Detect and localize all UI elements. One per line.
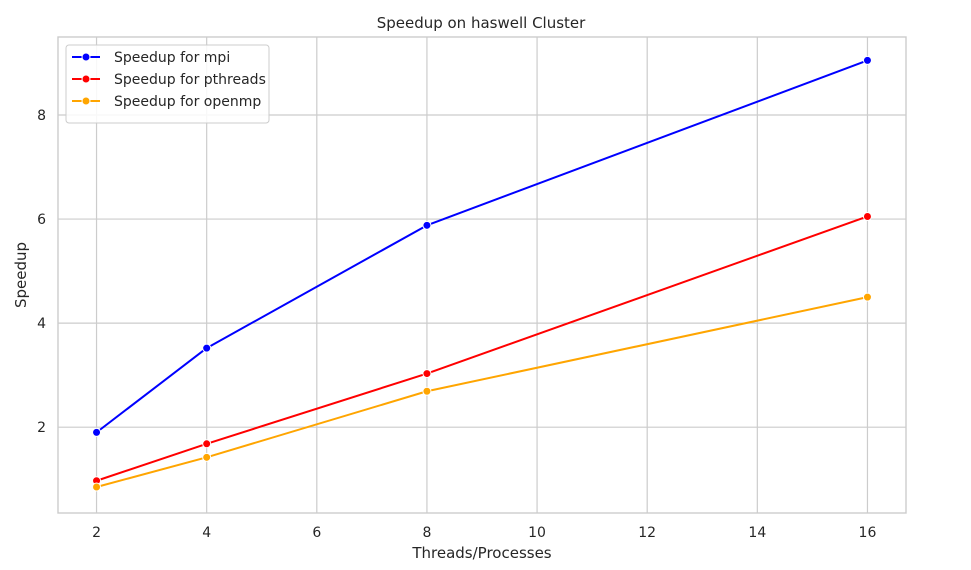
data-point bbox=[202, 343, 212, 353]
y-tick-label: 4 bbox=[37, 316, 46, 332]
data-point bbox=[202, 439, 212, 449]
y-tick-label: 6 bbox=[37, 212, 46, 228]
legend-entry: Speedup for openmp bbox=[72, 94, 261, 110]
legend-marker bbox=[81, 52, 91, 62]
x-tick-label: 6 bbox=[312, 525, 321, 541]
data-point bbox=[862, 55, 872, 65]
legend-entry: Speedup for mpi bbox=[72, 50, 230, 66]
data-point bbox=[92, 482, 102, 492]
series-0 bbox=[92, 55, 872, 437]
data-point bbox=[202, 452, 212, 462]
legend-label: Speedup for pthreads bbox=[114, 72, 266, 88]
legend-label: Speedup for mpi bbox=[114, 50, 230, 66]
x-tick-label: 14 bbox=[748, 525, 766, 541]
series-2 bbox=[92, 292, 872, 492]
data-point bbox=[862, 292, 872, 302]
data-point bbox=[92, 427, 102, 437]
data-point bbox=[422, 220, 432, 230]
legend-box bbox=[65, 44, 270, 124]
x-tick-label: 4 bbox=[202, 525, 211, 541]
series-line bbox=[96, 296, 868, 488]
legend-marker bbox=[81, 74, 91, 84]
x-tick-label: 10 bbox=[528, 525, 546, 541]
axis-ticks: 2 4 6 8 10 12 14 16 2 4 6 8 bbox=[37, 108, 876, 541]
x-tick-label: 8 bbox=[422, 525, 431, 541]
series-1 bbox=[92, 211, 872, 486]
chart-title: Speedup on haswell Cluster bbox=[377, 14, 586, 32]
data-point bbox=[862, 211, 872, 221]
data-point bbox=[422, 369, 432, 379]
y-axis-title: Speedup bbox=[12, 242, 30, 308]
data-point bbox=[422, 386, 432, 396]
series-line bbox=[96, 215, 868, 482]
x-axis-title: Threads/Processes bbox=[411, 544, 551, 562]
legend: Speedup for mpi Speedup for pthreads Speed… bbox=[65, 44, 270, 124]
x-tick-label: 12 bbox=[638, 525, 656, 541]
plot-frame bbox=[57, 36, 907, 514]
legend-entry: Speedup for pthreads bbox=[72, 72, 266, 88]
legend-marker bbox=[81, 96, 91, 106]
y-tick-label: 2 bbox=[37, 420, 46, 436]
x-tick-label: 16 bbox=[859, 525, 877, 541]
series-line bbox=[95, 59, 868, 434]
y-tick-label: 8 bbox=[37, 108, 46, 124]
legend-label: Speedup for openmp bbox=[114, 94, 261, 110]
x-tick-label: 2 bbox=[92, 525, 101, 541]
series-layer bbox=[92, 55, 872, 492]
